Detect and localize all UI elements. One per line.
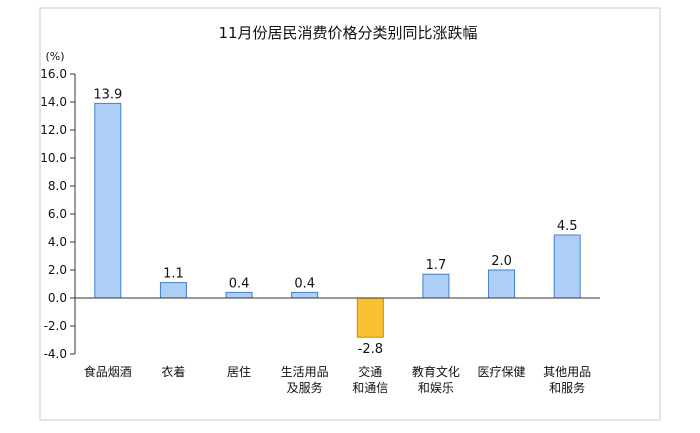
- bars: [94, 102, 581, 338]
- data-label: 1.1: [163, 267, 184, 282]
- data-label: 4.5: [557, 219, 578, 234]
- x-category-label: 和通信: [352, 381, 388, 395]
- y-tick-label: 0.0: [48, 291, 67, 305]
- x-category-label: 及服务: [287, 380, 323, 395]
- y-tick-label: -4.0: [44, 347, 67, 361]
- x-category-label: 交通: [358, 364, 382, 379]
- bar: [159, 282, 187, 299]
- y-axis: 16.0 14.0 12.0 10.0 8.0 6.0 4.0 2.0 0.0 -2.0 -4.0: [40, 67, 75, 361]
- bar: [225, 291, 253, 299]
- data-label: 13.9: [93, 87, 122, 102]
- x-category-label: 食品烟酒: [84, 364, 132, 379]
- chart-border: [39, 7, 661, 421]
- bar: [94, 102, 122, 299]
- data-label: 0.4: [294, 276, 315, 291]
- data-label: -2.8: [358, 342, 383, 357]
- y-tick-label: 10.0: [40, 151, 67, 165]
- axis-lines: [74, 74, 600, 354]
- data-label: 1.7: [426, 258, 447, 273]
- x-category-label: 其他用品: [543, 365, 591, 379]
- y-unit-label: (%): [45, 50, 64, 63]
- y-tick-label: 14.0: [40, 95, 67, 109]
- y-tick-label: 12.0: [40, 123, 67, 137]
- data-label: 0.4: [229, 276, 250, 291]
- x-category-label: 医疗保健: [478, 365, 526, 379]
- y-tick-label: 8.0: [48, 179, 67, 193]
- x-category-label: 教育文化: [412, 364, 460, 379]
- x-category-label: 和服务: [549, 380, 585, 395]
- x-category-label: 生活用品: [281, 365, 329, 379]
- y-tick-label: -2.0: [44, 319, 67, 333]
- bar: [488, 269, 516, 299]
- bar: [291, 291, 319, 299]
- x-category-label: 衣着: [161, 364, 185, 379]
- bar: [356, 297, 384, 338]
- y-tick-label: 16.0: [40, 67, 67, 81]
- chart-title: 11月份居民消费价格分类别同比涨跌幅: [218, 24, 477, 42]
- y-tick-label: 2.0: [48, 263, 67, 277]
- value-labels: 13.9 1.1 0.4 0.4 -2.8 1.7 2.0 4.5: [93, 87, 577, 357]
- x-category-label: 居住: [227, 365, 251, 379]
- data-label: 2.0: [491, 254, 512, 269]
- x-category-label: 和娱乐: [418, 381, 454, 395]
- y-tick-label: 4.0: [48, 235, 67, 249]
- bar: [553, 234, 581, 299]
- y-tick-label: 6.0: [48, 207, 67, 221]
- bar: [422, 273, 450, 299]
